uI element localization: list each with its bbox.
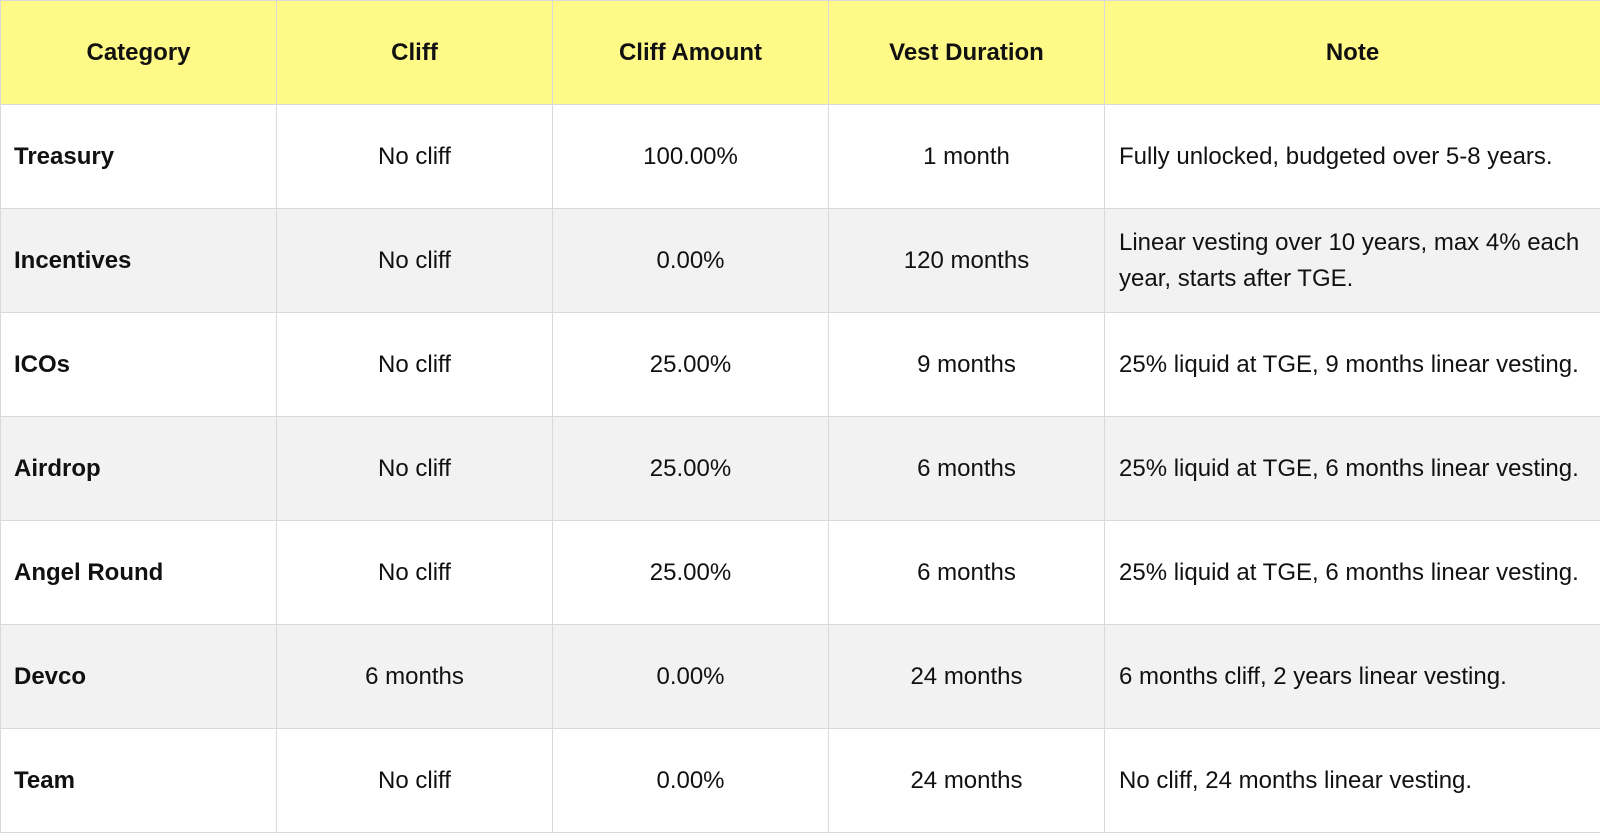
- table-row: Team No cliff 0.00% 24 months No cliff, 24 m…: [0, 728, 1600, 833]
- table-cell: 0.00%: [552, 624, 829, 729]
- table-cell: 25.00%: [552, 416, 829, 521]
- header-cell: Category: [0, 0, 277, 105]
- category-cell: ICOs: [0, 312, 277, 417]
- table-cell: 1 month: [828, 104, 1105, 209]
- table-cell: 6 months: [276, 624, 553, 729]
- header-cell: Vest Duration: [828, 0, 1105, 105]
- table-cell: No cliff: [276, 520, 553, 625]
- table-cell: No cliff: [276, 208, 553, 313]
- table-cell: 0.00%: [552, 728, 829, 833]
- table-cell: 24 months: [828, 624, 1105, 729]
- table-cell: 6 months: [828, 416, 1105, 521]
- table-cell: No cliff: [276, 312, 553, 417]
- category-cell: Team: [0, 728, 277, 833]
- table-cell: 9 months: [828, 312, 1105, 417]
- table-cell: 120 months: [828, 208, 1105, 313]
- category-cell: Devco: [0, 624, 277, 729]
- table-cell: 100.00%: [552, 104, 829, 209]
- table-cell: 6 months: [828, 520, 1105, 625]
- category-cell: Angel Round: [0, 520, 277, 625]
- table-row: Incentives No cliff 0.00% 120 months Linear …: [0, 208, 1600, 313]
- table-cell: 24 months: [828, 728, 1105, 833]
- header-cell: Cliff Amount: [552, 0, 829, 105]
- table-row: Airdrop No cliff 25.00% 6 months 25% liquid …: [0, 416, 1600, 521]
- table-row: Devco 6 months 0.00% 24 months 6 months clif…: [0, 624, 1600, 729]
- table-cell: 0.00%: [552, 208, 829, 313]
- table-cell: No cliff: [276, 416, 553, 521]
- header-row: Category Cliff Cliff Amount Vest Duration No…: [0, 0, 1600, 105]
- note-cell: Linear vesting over 10 years, max 4% eac…: [1104, 208, 1600, 313]
- table-cell: 25.00%: [552, 520, 829, 625]
- table-row: ICOs No cliff 25.00% 9 months 25% liquid at …: [0, 312, 1600, 417]
- table-body: Treasury No cliff 100.00% 1 month Fully unlo…: [0, 104, 1600, 833]
- note-cell: No cliff, 24 months linear vesting.: [1104, 728, 1600, 833]
- table-cell: No cliff: [276, 728, 553, 833]
- note-cell: 25% liquid at TGE, 6 months linear vesti…: [1104, 416, 1600, 521]
- category-cell: Incentives: [0, 208, 277, 313]
- table-row: Angel Round No cliff 25.00% 6 months 25% liq…: [0, 520, 1600, 625]
- note-cell: 25% liquid at TGE, 9 months linear vesti…: [1104, 312, 1600, 417]
- header-cell: Note: [1104, 0, 1600, 105]
- note-cell: Fully unlocked, budgeted over 5-8 years.: [1104, 104, 1600, 209]
- category-cell: Treasury: [0, 104, 277, 209]
- note-cell: 25% liquid at TGE, 6 months linear vesti…: [1104, 520, 1600, 625]
- header-cell: Cliff: [276, 0, 553, 105]
- table-cell: No cliff: [276, 104, 553, 209]
- table-row: Treasury No cliff 100.00% 1 month Fully unlo…: [0, 104, 1600, 209]
- category-cell: Airdrop: [0, 416, 277, 521]
- note-cell: 6 months cliff, 2 years linear vesting.: [1104, 624, 1600, 729]
- table-cell: 25.00%: [552, 312, 829, 417]
